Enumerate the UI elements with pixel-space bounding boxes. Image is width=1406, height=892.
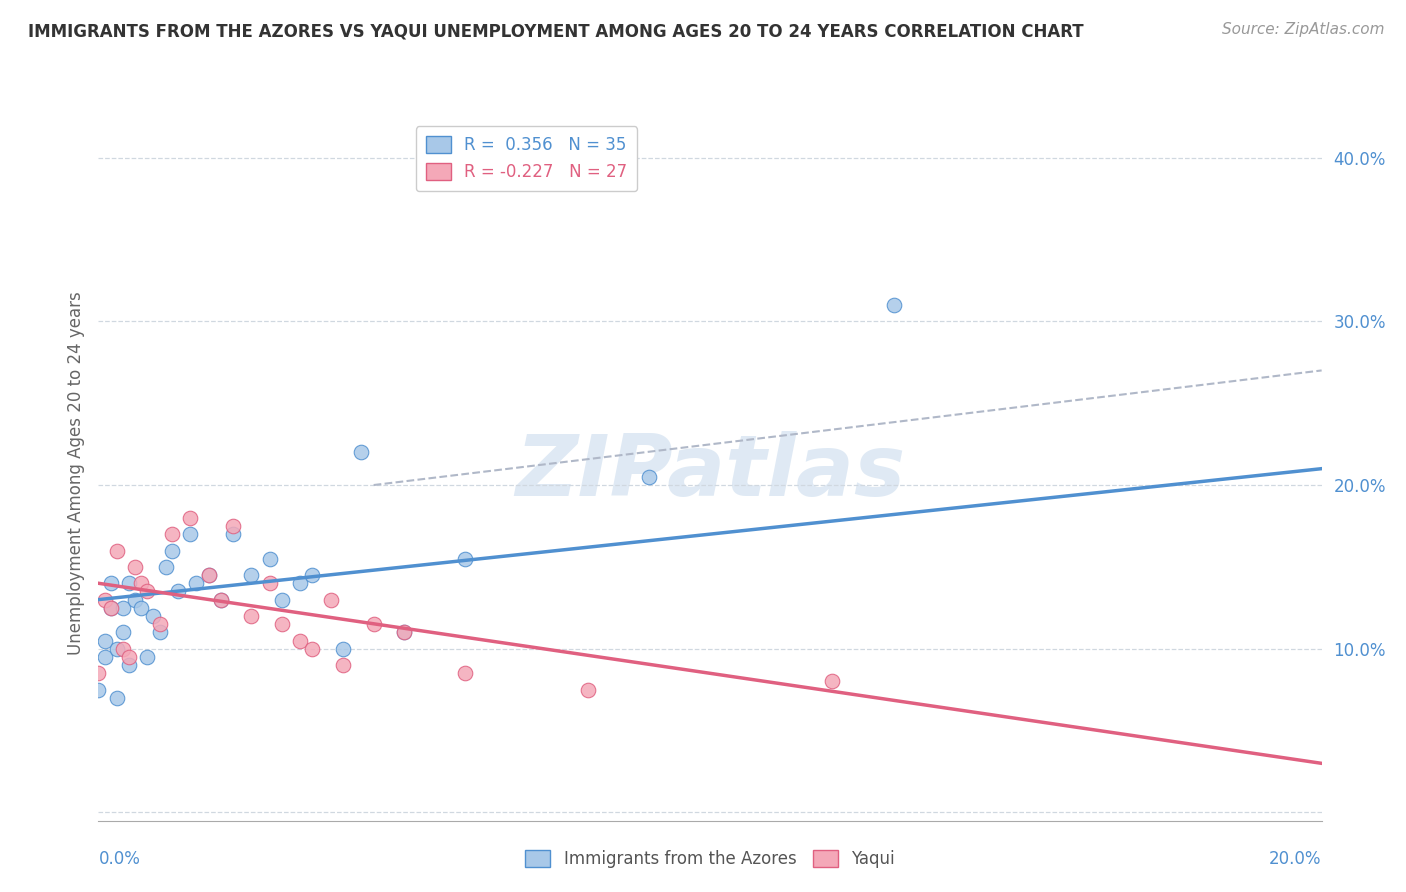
Point: [93, 592, 115, 607]
Point: [209, 592, 232, 607]
Point: [392, 625, 416, 640]
Point: [105, 543, 128, 558]
Point: [160, 543, 183, 558]
Text: IMMIGRANTS FROM THE AZORES VS YAQUI UNEMPLOYMENT AMONG AGES 20 TO 24 YEARS CORRE: IMMIGRANTS FROM THE AZORES VS YAQUI UNEM…: [28, 22, 1084, 40]
Point: [332, 658, 354, 673]
Point: [87, 666, 110, 681]
Point: [118, 658, 141, 673]
Text: Source: ZipAtlas.com: Source: ZipAtlas.com: [1222, 22, 1385, 37]
Point: [136, 584, 159, 599]
Point: [93, 649, 115, 664]
Point: [319, 592, 342, 607]
Point: [209, 592, 232, 607]
Point: [222, 519, 245, 533]
Point: [100, 576, 122, 591]
Point: [197, 568, 219, 582]
Point: [332, 641, 354, 656]
Point: [124, 560, 146, 574]
Point: [124, 592, 146, 607]
Point: [105, 690, 128, 705]
Point: [240, 568, 263, 582]
Point: [454, 551, 477, 566]
Text: 0.0%: 0.0%: [98, 850, 141, 868]
Point: [87, 682, 110, 697]
Point: [118, 576, 141, 591]
Text: 20.0%: 20.0%: [1270, 850, 1322, 868]
Point: [821, 674, 844, 689]
Point: [179, 510, 201, 524]
Point: [129, 576, 152, 591]
Point: [155, 560, 177, 574]
Point: [186, 576, 208, 591]
Point: [149, 625, 172, 640]
Point: [160, 527, 183, 541]
Point: [454, 666, 477, 681]
Point: [118, 649, 141, 664]
Point: [93, 633, 115, 648]
Point: [105, 641, 128, 656]
Point: [240, 609, 263, 624]
Point: [136, 649, 159, 664]
Point: [100, 600, 122, 615]
Legend: Immigrants from the Azores, Yaqui: Immigrants from the Azores, Yaqui: [519, 844, 901, 875]
Point: [100, 600, 122, 615]
Point: [637, 470, 661, 484]
Point: [290, 576, 312, 591]
Point: [111, 641, 134, 656]
Y-axis label: Unemployment Among Ages 20 to 24 years: Unemployment Among Ages 20 to 24 years: [66, 291, 84, 655]
Point: [290, 633, 312, 648]
Point: [392, 625, 416, 640]
Point: [363, 617, 385, 632]
Point: [149, 617, 172, 632]
Point: [259, 551, 281, 566]
Point: [222, 527, 245, 541]
Point: [270, 592, 292, 607]
Point: [270, 617, 292, 632]
Point: [129, 600, 152, 615]
Point: [179, 527, 201, 541]
Text: ZIPatlas: ZIPatlas: [515, 431, 905, 515]
Point: [167, 584, 190, 599]
Point: [576, 682, 599, 697]
Point: [883, 298, 905, 312]
Point: [301, 641, 323, 656]
Point: [111, 600, 134, 615]
Point: [301, 568, 323, 582]
Point: [111, 625, 134, 640]
Point: [259, 576, 281, 591]
Point: [142, 609, 165, 624]
Point: [197, 568, 219, 582]
Point: [350, 445, 373, 459]
